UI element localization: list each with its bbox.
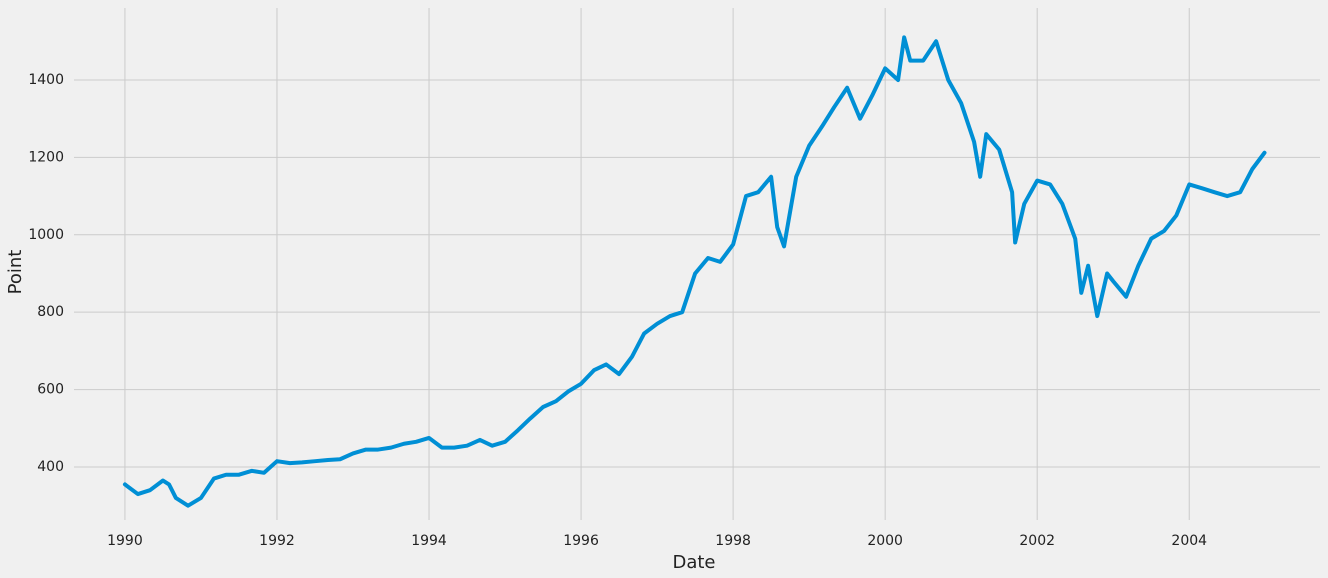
y-tick-label: 1000 <box>28 227 64 243</box>
x-tick-label: 2000 <box>867 533 903 549</box>
y-tick-label: 1200 <box>28 149 64 165</box>
x-tick-label: 1994 <box>411 533 447 549</box>
x-tick-label: 2004 <box>1171 533 1207 549</box>
y-axis-label: Point <box>5 250 26 295</box>
y-tick-label: 1400 <box>28 72 64 88</box>
x-tick-label: 2002 <box>1019 533 1055 549</box>
y-tick-label: 400 <box>37 459 64 475</box>
y-tick-label: 800 <box>37 304 64 320</box>
data-line <box>122 35 1267 508</box>
x-tick-label: 1990 <box>107 533 143 549</box>
x-tick-label: 1992 <box>259 533 295 549</box>
x-tick-label: 1996 <box>563 533 599 549</box>
y-tick-label: 600 <box>37 382 64 398</box>
x-axis-label: Date <box>672 552 715 573</box>
x-tick-label: 1998 <box>715 533 751 549</box>
